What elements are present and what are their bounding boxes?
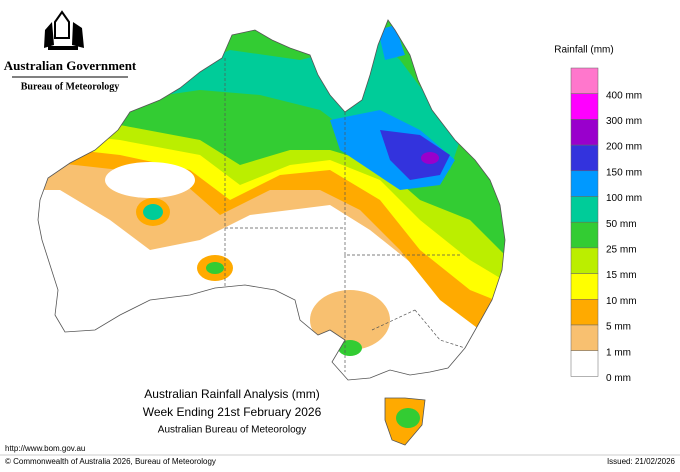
legend-title: Rainfall (mm) [554,45,613,56]
legend-label: 0 mm [606,373,631,384]
legend-label: 200 mm [606,142,642,153]
coastline [37,19,506,446]
legend-label: 25 mm [606,245,637,256]
footer-url: http://www.bom.gov.au [5,444,85,453]
legend-swatch [570,119,599,146]
legend-swatch [570,93,599,120]
legend-label: 400 mm [606,90,642,101]
legend-label: 150 mm [606,167,642,178]
footer-issued: Issued: 21/02/2026 [607,457,676,466]
legend-label: 50 mm [606,219,637,230]
legend-label: 1 mm [606,347,631,358]
legend-swatch [570,196,599,223]
legend-swatch [570,67,599,94]
legend-label: 15 mm [606,270,637,281]
legend: 400 mm 300 mm 200 mm 150 mm 100 mm 50 mm 25 mm… [570,67,642,384]
legend-swatch [570,247,599,274]
legend-swatch [570,324,599,351]
legend-swatch [570,221,599,249]
coat-of-arms [44,10,84,50]
legend-swatch [570,350,599,377]
caption-source: Australian Bureau of Meteorology [158,425,306,436]
footer-copyright: © Commonwealth of Australia 2026, Bureau… [5,457,216,466]
legend-swatch [570,299,599,326]
legend-label: 10 mm [606,296,637,307]
legend-swatch [570,273,599,300]
legend-swatch [570,170,599,197]
state-borders [224,58,466,372]
rainfall-map [38,20,505,445]
government-name: Australian Government [4,58,137,73]
bureau-name: Bureau of Meteorology [21,81,120,92]
legend-label: 5 mm [606,322,631,333]
legend-swatch [570,144,599,172]
caption-period: Week Ending 21st February 2026 [143,405,322,419]
legend-label: 300 mm [606,116,642,127]
legend-label: 100 mm [606,193,642,204]
caption-title: Australian Rainfall Analysis (mm) [144,387,319,401]
